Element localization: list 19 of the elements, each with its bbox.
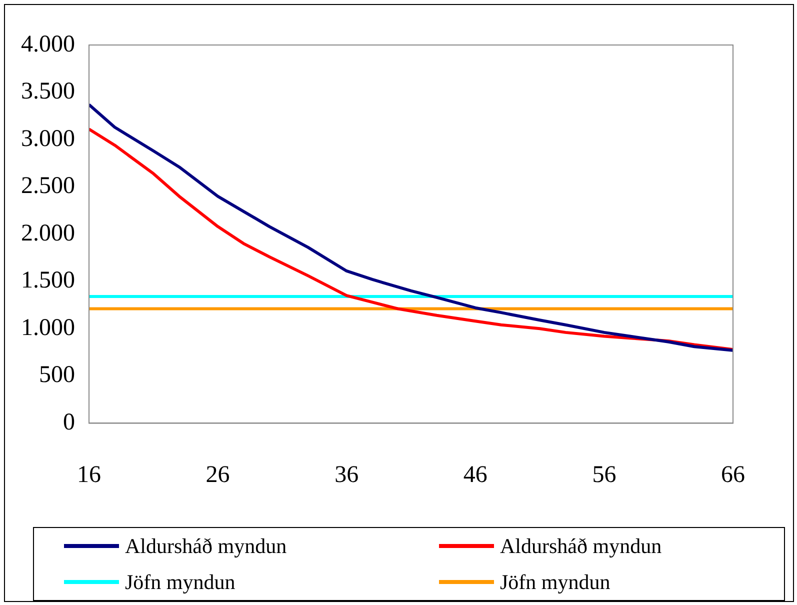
x-tick-label: 56 — [592, 462, 616, 488]
x-tick-label: 66 — [721, 462, 745, 488]
y-tick-label: 1.000 — [21, 314, 75, 341]
y-tick-label: 2.500 — [21, 173, 75, 200]
x-tick-label: 36 — [334, 462, 359, 488]
legend-label: Jöfn myndun — [500, 570, 610, 594]
legend-label: Aldursháð myndun — [500, 534, 662, 558]
y-tick-label: 1.500 — [21, 268, 75, 294]
y-tick-label: 3.500 — [21, 78, 75, 105]
x-tick-label: 26 — [206, 462, 230, 488]
legend-label: Jöfn myndun — [125, 570, 236, 594]
x-tick-label: 16 — [77, 462, 101, 488]
y-tick-label: 4.000 — [21, 31, 75, 58]
y-tick-label: 3.000 — [21, 126, 75, 152]
y-tick-label: 0 — [63, 409, 75, 436]
x-tick-label: 46 — [463, 462, 488, 488]
y-tick-label: 2.000 — [21, 220, 75, 246]
y-tick-label: 500 — [39, 362, 75, 388]
legend-label: Aldursháð myndun — [125, 534, 287, 558]
